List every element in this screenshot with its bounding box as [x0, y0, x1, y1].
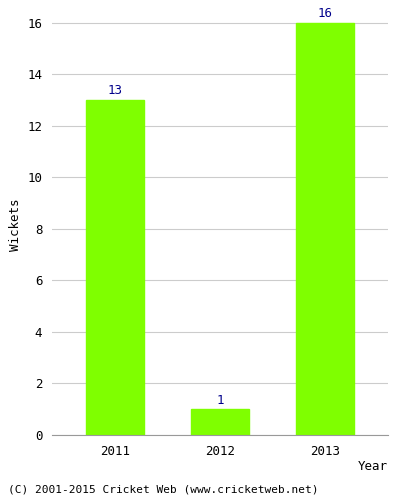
Bar [296, 22, 354, 435]
Text: (C) 2001-2015 Cricket Web (www.cricketweb.net): (C) 2001-2015 Cricket Web (www.cricketwe… [8, 485, 318, 495]
Y-axis label: Wickets: Wickets [9, 198, 22, 251]
Text: 1: 1 [216, 394, 224, 406]
Text: 13: 13 [108, 84, 122, 98]
Bar [191, 409, 249, 435]
Text: 16: 16 [318, 7, 332, 20]
Text: Year: Year [358, 460, 388, 473]
Bar [86, 100, 144, 435]
